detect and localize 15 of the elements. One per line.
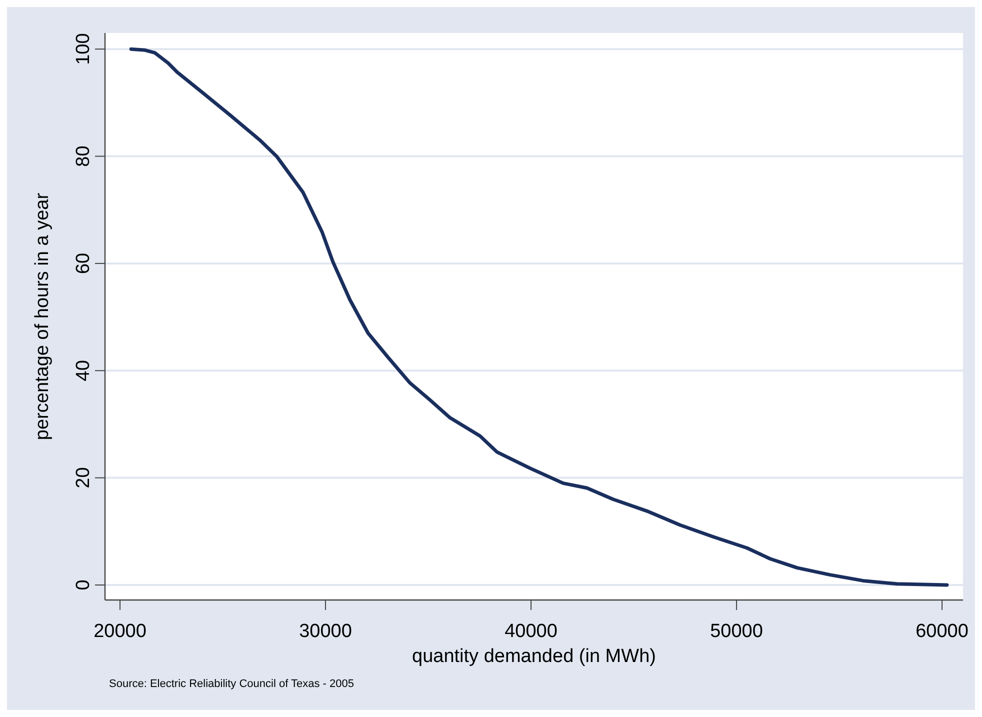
line-series: [129, 47, 949, 587]
x-tick-label: 40000: [504, 621, 558, 642]
x-axis-title: quantity demanded (in MWh): [412, 646, 656, 667]
y-tick-label: 60: [73, 252, 94, 274]
source-note: Source: Electric Reliability Council of Texas - 2005: [109, 678, 354, 690]
y-tick-label: 0: [73, 580, 94, 590]
x-tick-label: 30000: [299, 621, 352, 642]
y-axis-title: percentage of hours in a year: [32, 192, 53, 440]
y-tick-label: 100: [73, 33, 94, 65]
y-tick-label: 80: [73, 146, 94, 167]
x-tick-label: 60000: [916, 621, 968, 642]
x-tick-label: 50000: [710, 621, 763, 642]
y-tick-label: 20: [73, 467, 94, 488]
y-tick-label: 40: [73, 360, 94, 382]
x-tick-label: 20000: [94, 621, 146, 642]
